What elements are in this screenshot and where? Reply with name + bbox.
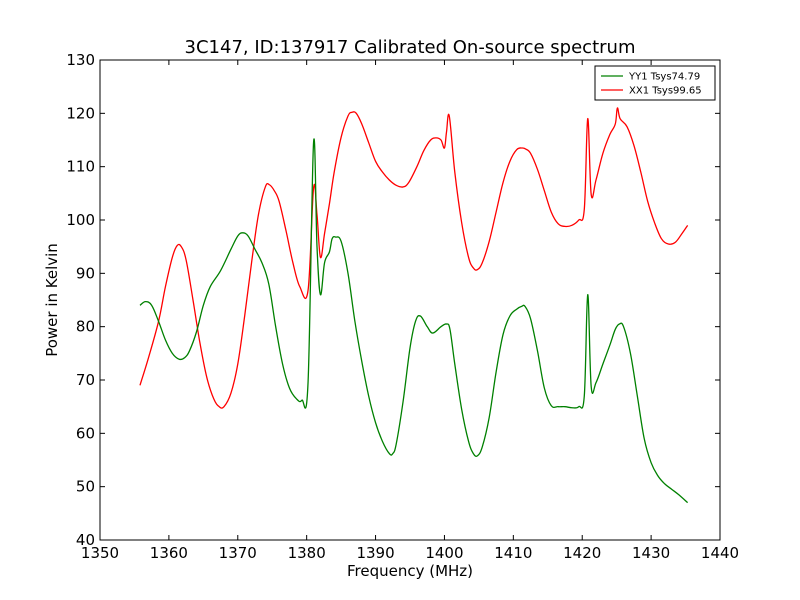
y-tick-label: 60	[76, 424, 95, 442]
series-line-yy1	[139, 138, 689, 504]
series-line-xx1	[139, 107, 689, 409]
y-axis-label: Power in Kelvin	[43, 243, 61, 357]
y-tick-label: 100	[66, 211, 95, 229]
plot-background	[100, 60, 720, 540]
plot-area: 1350 1360 1370 1380 1390 1400 1410 1420 1430 1440…	[66, 51, 739, 562]
legend-label: YY1 Tsys74.79	[628, 72, 700, 83]
legend: YY1 Tsys74.79 XX1 Tsys99.65	[594, 65, 716, 101]
legend-label: XX1 Tsys99.65	[629, 86, 702, 97]
x-axis: 1350 1360 1370 1380 1390 1400 1410 1420 1430 1440	[81, 60, 739, 562]
x-tick-label: 1370	[219, 544, 257, 562]
x-tick-label: 1400	[425, 544, 463, 562]
y-tick-label: 110	[66, 158, 95, 176]
x-tick-label: 1380	[288, 544, 326, 562]
y-tick-label: 130	[66, 51, 95, 69]
x-tick-label: 1440	[701, 544, 739, 562]
x-tick-label: 1350	[81, 544, 119, 562]
x-axis-label: Frequency (MHz)	[347, 562, 473, 580]
x-tick-label: 1410	[494, 544, 532, 562]
series-layer	[139, 107, 689, 504]
plot-frame	[99, 59, 721, 541]
y-tick-label: 50	[76, 478, 95, 496]
y-axis: 40 50 60 70 80 90 100 110 120 130	[66, 51, 720, 549]
x-tick-label: 1420	[563, 544, 601, 562]
y-tick-label: 90	[76, 264, 95, 282]
chart-title: 3C147, ID:137917 Calibrated On-source sp…	[185, 37, 636, 58]
y-tick-label: 120	[66, 104, 95, 122]
x-tick-label: 1390	[356, 544, 394, 562]
y-tick-label: 70	[76, 371, 95, 389]
legend-box	[594, 65, 716, 101]
x-tick-label: 1360	[150, 544, 188, 562]
y-tick-label: 80	[76, 318, 95, 336]
x-tick-label: 1430	[632, 544, 670, 562]
y-tick-label: 40	[76, 531, 95, 549]
